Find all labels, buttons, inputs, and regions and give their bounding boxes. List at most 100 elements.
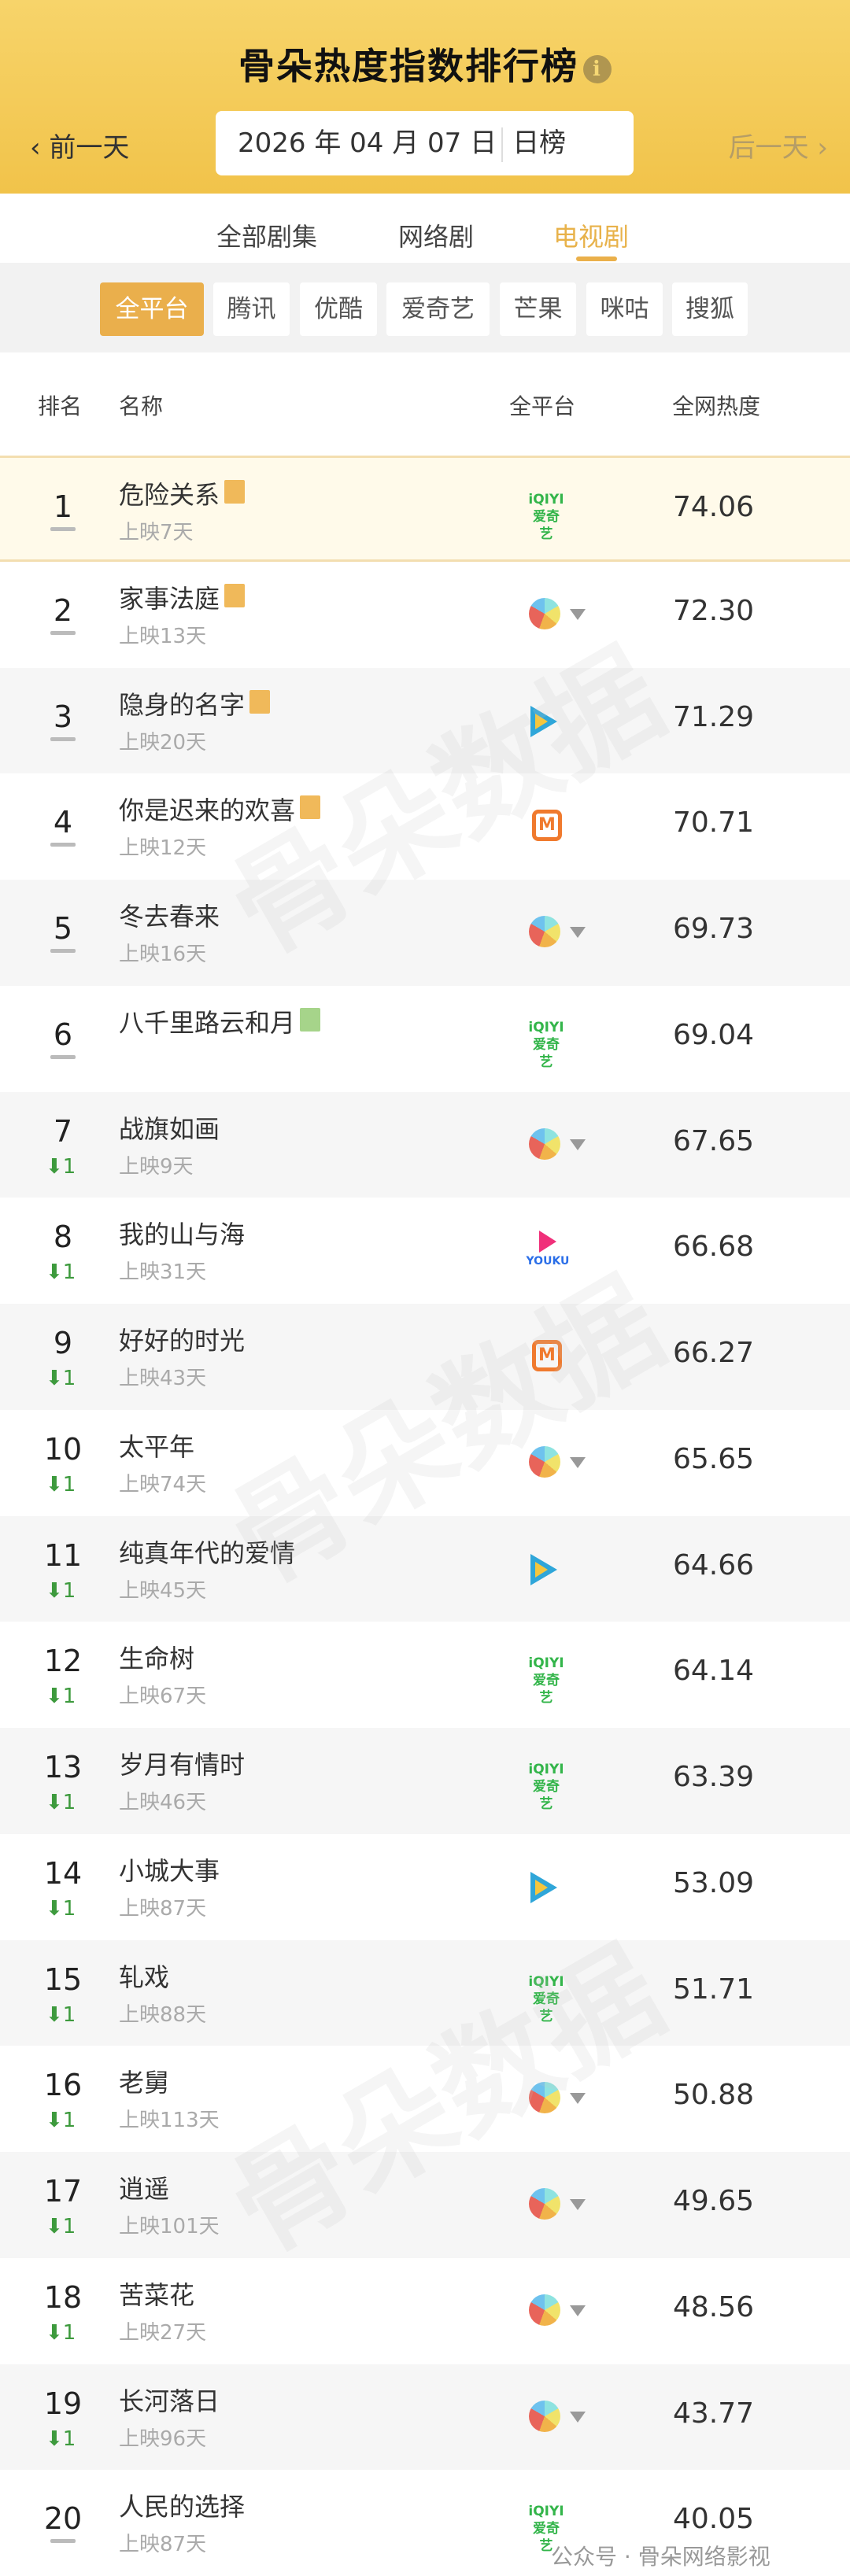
drama-title[interactable]: 苦菜花 — [119, 2275, 194, 2312]
drama-title[interactable]: 危险关系 — [119, 475, 246, 511]
tab-web-series[interactable]: 网络剧 — [398, 222, 475, 252]
multi-platform-pie-icon[interactable] — [529, 597, 560, 629]
heat-score: 51.71 — [672, 1973, 754, 2006]
platform-cell: iQIYI 爱奇艺 — [526, 2503, 604, 2554]
drama-title[interactable]: 战旗如画 — [119, 1109, 220, 1146]
platform-cell[interactable] — [526, 1125, 604, 1164]
new-badge-icon — [300, 1007, 321, 1032]
platform-cell: iQIYI 爱奇艺 — [526, 1655, 604, 1706]
platform-cell[interactable] — [526, 2079, 604, 2118]
drama-title[interactable]: 岁月有情时 — [119, 1745, 245, 1781]
table-row[interactable]: 6 八千里路云和月 iQIYI 爱奇艺 69.04 — [0, 986, 850, 1092]
platform-cell[interactable] — [526, 913, 604, 952]
tab-tv-series[interactable]: 电视剧 — [553, 222, 630, 252]
drama-title[interactable]: 老舅 — [119, 2063, 169, 2099]
dropdown-triangle-icon[interactable] — [570, 608, 586, 620]
heat-score: 66.27 — [672, 1337, 754, 1369]
drama-title[interactable]: 生命树 — [119, 1639, 194, 1675]
platform-cell[interactable] — [526, 595, 604, 634]
drama-title[interactable]: 轧戏 — [119, 1958, 169, 1994]
rank-change: ⬇1 — [46, 2003, 76, 2027]
dropdown-triangle-icon[interactable] — [570, 2093, 586, 2105]
table-row[interactable]: 19 ⬇1 长河落日 上映96天 43.77 — [0, 2364, 850, 2471]
rank-number: 14 — [43, 1855, 83, 1891]
filter-youku[interactable]: 优酷 — [300, 282, 377, 336]
table-row[interactable]: 12 ⬇1 生命树 上映67天 iQIYI 爱奇艺 64.14 — [0, 1622, 850, 1728]
dropdown-triangle-icon[interactable] — [570, 2199, 586, 2210]
filter-mango[interactable]: 芒果 — [500, 282, 576, 336]
table-row[interactable]: 10 ⬇1 太平年 上映74天 65.65 — [0, 1410, 850, 1516]
iqiyi-logo-icon: iQIYI 爱奇艺 — [527, 1761, 565, 1813]
dropdown-triangle-icon[interactable] — [570, 927, 586, 938]
days-aired: 上映7天 — [119, 521, 194, 544]
table-row[interactable]: 9 ⬇1 好好的时光 上映43天 M 66.27 — [0, 1304, 850, 1410]
multi-platform-pie-icon[interactable] — [529, 1445, 560, 1478]
multi-platform-pie-icon[interactable] — [529, 1127, 560, 1160]
dropdown-triangle-icon[interactable] — [570, 2411, 586, 2423]
filter-iqiyi[interactable]: 爱奇艺 — [386, 282, 490, 336]
tab-all-series[interactable]: 全部剧集 — [216, 222, 318, 252]
platform-cell[interactable] — [526, 2397, 604, 2437]
drama-title[interactable]: 小城大事 — [119, 1851, 220, 1888]
drama-title[interactable]: 好好的时光 — [119, 1321, 245, 1357]
platform-cell[interactable] — [526, 1443, 604, 1482]
drama-title[interactable]: 八千里路云和月 — [119, 1003, 321, 1039]
drama-title[interactable]: 你是迟来的欢喜 — [119, 791, 321, 827]
rank-number: 8 — [53, 1220, 73, 1255]
multi-platform-pie-icon[interactable] — [529, 2294, 560, 2326]
period-selector[interactable]: 日榜 — [512, 127, 567, 159]
filter-sohu[interactable]: 搜狐 — [672, 282, 748, 336]
rank-change-value: 1 — [62, 1896, 76, 1921]
drama-title[interactable]: 逍遥 — [119, 2169, 169, 2205]
table-row[interactable]: 18 ⬇1 苦菜花 上映27天 48.56 — [0, 2258, 850, 2364]
drama-title[interactable]: 人民的选择 — [119, 2487, 245, 2523]
info-icon[interactable]: i — [583, 54, 612, 83]
multi-platform-pie-icon[interactable] — [529, 2188, 560, 2220]
dropdown-triangle-icon[interactable] — [570, 1139, 586, 1150]
drama-title[interactable]: 长河落日 — [119, 2382, 220, 2418]
table-row[interactable]: 14 ⬇1 小城大事 上映87天 53.09 — [0, 1834, 850, 1940]
youku-logo-icon: YOUKU — [526, 1231, 570, 1268]
table-row[interactable]: 11 ⬇1 纯真年代的爱情 上映45天 64.66 — [0, 1515, 850, 1622]
filter-all-platforms[interactable]: 全平台 — [100, 282, 204, 336]
drama-title[interactable]: 我的山与海 — [119, 1215, 245, 1251]
filter-tencent[interactable]: 腾讯 — [213, 282, 290, 336]
exclusive-badge-icon — [224, 583, 246, 607]
drama-title[interactable]: 纯真年代的爱情 — [119, 1533, 295, 1570]
date-picker[interactable]: 2026 年 04 月 07 日日榜 — [216, 111, 634, 175]
table-row[interactable]: 16 ⬇1 老舅 上映113天 50.88 — [0, 2046, 850, 2152]
drama-title[interactable]: 冬去春来 — [119, 897, 220, 933]
drama-title-text: 八千里路云和月 — [119, 1007, 296, 1038]
drama-title[interactable]: 家事法庭 — [119, 579, 246, 615]
dropdown-triangle-icon[interactable] — [570, 1456, 586, 1468]
platform-cell[interactable] — [526, 2291, 604, 2331]
drama-title-text: 太平年 — [119, 1431, 195, 1462]
table-row[interactable]: 13 ⬇1 岁月有情时 上映46天 iQIYI 爱奇艺 63.39 — [0, 1728, 850, 1834]
drama-title[interactable]: 太平年 — [119, 1427, 194, 1463]
prev-day-button[interactable]: ‹ 前一天 — [30, 132, 130, 164]
table-row[interactable]: 3 隐身的名字 上映20天 71.29 — [0, 667, 850, 774]
arrow-down-icon: ⬇ — [46, 2427, 63, 2451]
rank-number: 12 — [43, 1644, 83, 1679]
table-row[interactable]: 20 人民的选择 上映87天 iQIYI 爱奇艺 40.05 — [0, 2470, 850, 2576]
heat-score: 63.39 — [672, 1761, 754, 1793]
table-row[interactable]: 4 你是迟来的欢喜 上映12天 M 70.71 — [0, 773, 850, 880]
multi-platform-pie-icon[interactable] — [529, 916, 560, 947]
table-row[interactable]: 1 危险关系 上映7天 iQIYI 爱奇艺 74.06 — [0, 456, 850, 562]
prev-day-label: 前一天 — [49, 132, 130, 164]
dropdown-triangle-icon[interactable] — [570, 2305, 586, 2316]
table-row[interactable]: 15 ⬇1 轧戏 上映88天 iQIYI 爱奇艺 51.71 — [0, 1939, 850, 2046]
table-row[interactable]: 5 冬去春来 上映16天 69.73 — [0, 880, 850, 986]
table-row[interactable]: 7 ⬇1 战旗如画 上映9天 67.65 — [0, 1091, 850, 1198]
multi-platform-pie-icon[interactable] — [529, 2400, 560, 2432]
table-row[interactable]: 17 ⬇1 逍遥 上映101天 49.65 — [0, 2152, 850, 2258]
filter-migu[interactable]: 咪咕 — [586, 282, 663, 336]
table-row[interactable]: 8 ⬇1 我的山与海 上映31天 YOUKU 66.68 — [0, 1198, 850, 1304]
multi-platform-pie-icon[interactable] — [529, 2082, 560, 2114]
next-day-button[interactable]: 后一天 › — [728, 132, 828, 164]
table-row[interactable]: 2 家事法庭 上映13天 72.30 — [0, 562, 850, 668]
drama-title[interactable]: 隐身的名字 — [119, 685, 271, 722]
platform-cell[interactable] — [526, 2185, 604, 2224]
rank-unchanged-bar — [50, 843, 76, 847]
iqiyi-logo-en: iQIYI — [528, 1019, 564, 1035]
